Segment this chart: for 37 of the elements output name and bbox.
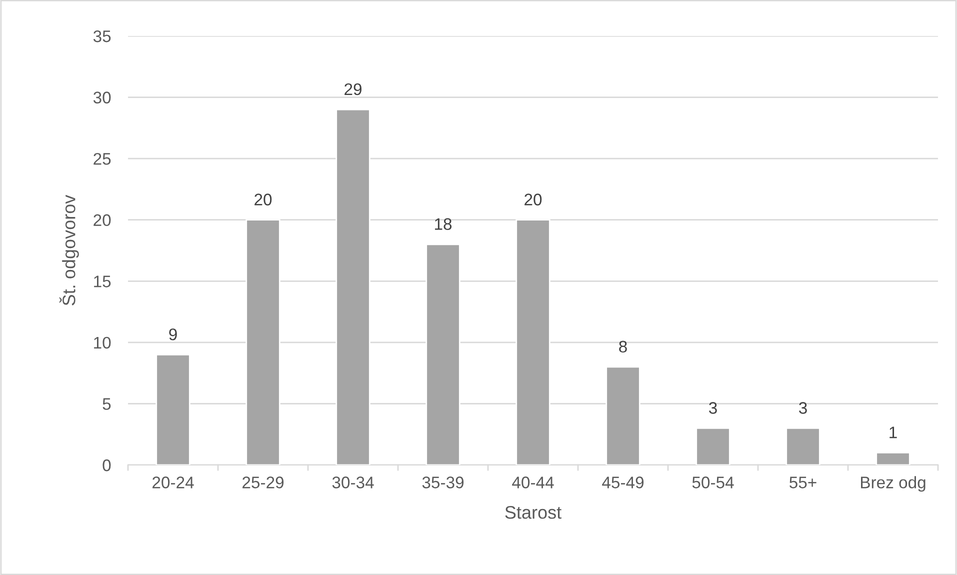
x-tick-label: 30-34 xyxy=(332,476,374,488)
x-axis-title: Starost xyxy=(505,506,562,519)
data-label: 20 xyxy=(524,194,542,206)
data-label: 8 xyxy=(619,340,627,353)
data-label: 3 xyxy=(799,402,807,414)
data-label: 9 xyxy=(169,328,177,340)
x-tick-label: 35-39 xyxy=(422,476,464,488)
bar xyxy=(876,452,910,465)
y-tick-label: 35 xyxy=(93,30,111,42)
y-axis-title: Št. odgovorov xyxy=(59,194,79,306)
bar xyxy=(696,428,730,465)
y-tick-label: 15 xyxy=(94,276,111,288)
y-tick-label: 5 xyxy=(102,398,111,410)
x-tick-label: 25-29 xyxy=(242,476,284,488)
x-tick-label: 20-24 xyxy=(152,476,194,488)
y-tick-label: 10 xyxy=(94,336,111,349)
y-tick-label: 0 xyxy=(102,459,111,472)
x-tick-label: Brez odg xyxy=(861,476,926,492)
bar xyxy=(426,244,460,465)
x-tick-label: 45-49 xyxy=(602,476,644,488)
y-tick-label: 25 xyxy=(94,152,111,165)
x-tick-label: 55+ xyxy=(790,476,816,488)
x-tick-label: 40-44 xyxy=(512,476,554,488)
data-label: 3 xyxy=(709,402,717,414)
x-tick-label: 50-54 xyxy=(692,476,734,488)
y-tick-label: 30 xyxy=(93,92,111,104)
data-label: 1 xyxy=(890,426,897,438)
bar xyxy=(606,366,640,465)
bar xyxy=(516,219,550,465)
bar xyxy=(336,108,370,465)
data-label: 18 xyxy=(435,218,452,230)
data-label: 29 xyxy=(344,83,362,96)
bar xyxy=(156,354,190,465)
y-tick-label: 20 xyxy=(94,214,111,226)
bar xyxy=(246,219,280,465)
bar xyxy=(786,428,820,465)
data-label: 20 xyxy=(254,194,272,206)
